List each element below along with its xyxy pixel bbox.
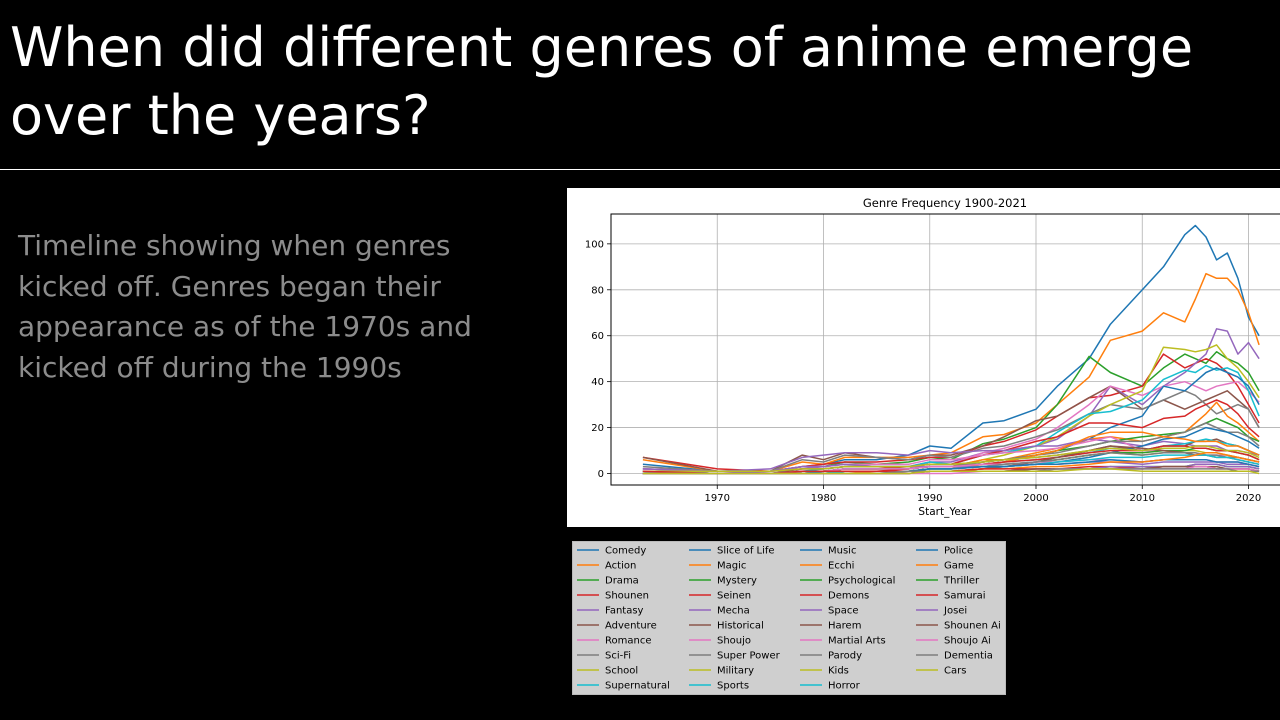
series-line-mecha [642, 438, 1260, 472]
series-line-sci-fi [642, 390, 1260, 472]
legend-label-shounen: Shounen [605, 591, 649, 602]
legend-label-romance: Romance [605, 636, 651, 647]
legend-label-demons: Demons [828, 591, 869, 602]
legend-label-super-power: Super Power [717, 651, 781, 662]
legend-label-mystery: Mystery [717, 576, 757, 587]
legend-label-adventure: Adventure [605, 621, 657, 632]
y-tick-label: 60 [591, 331, 604, 342]
legend-label-police: Police [944, 546, 973, 557]
series-line-shounen [642, 353, 1260, 472]
legend-label-shoujo: Shoujo [717, 636, 751, 647]
x-tick-label: 2010 [1130, 493, 1155, 504]
chart-title: Genre Frequency 1900-2021 [863, 196, 1027, 210]
x-axis-label: Start_Year [918, 506, 972, 518]
legend-label-ecchi: Ecchi [828, 561, 854, 572]
legend-label-shoujo-ai: Shoujo Ai [944, 636, 991, 647]
legend-label-harem: Harem [828, 621, 861, 632]
legend-label-parody: Parody [828, 651, 862, 662]
series-lines [642, 224, 1260, 475]
legend-label-supernatural: Supernatural [605, 681, 670, 692]
axis-ticks: 1970 1980 1990 2000 2010 2020 0 20 40 60 80 100 [585, 239, 1261, 504]
legend-entries: Comedy Action Drama Shounen Fantasy Adventure… [577, 546, 1001, 692]
legend-label-historical: Historical [717, 621, 764, 632]
legend-label-samurai: Samurai [944, 591, 986, 602]
legend-label-martial-arts: Martial Arts [828, 636, 886, 647]
x-tick-label: 1970 [705, 493, 730, 504]
series-line-magic [642, 401, 1260, 475]
legend-label-dementia: Dementia [944, 651, 993, 662]
legend-label-sports: Sports [717, 681, 749, 692]
title-divider [0, 169, 1280, 170]
series-line-school [642, 344, 1260, 475]
legend-label-shounen-ai: Shounen Ai [944, 621, 1001, 632]
y-tick-label: 100 [585, 239, 604, 250]
y-tick-label: 80 [591, 285, 604, 296]
legend-label-sci-fi: Sci-Fi [605, 651, 631, 662]
legend-label-josei: Josei [943, 606, 967, 617]
legend-label-thriller: Thriller [943, 576, 980, 587]
legend-label-game: Game [944, 561, 974, 572]
legend-label-cars: Cars [944, 666, 966, 677]
legend-label-military: Military [717, 666, 754, 677]
legend-label-magic: Magic [717, 561, 746, 572]
x-tick-label: 1980 [811, 493, 836, 504]
legend-label-comedy: Comedy [605, 546, 646, 557]
legend-label-school: School [605, 666, 638, 677]
y-tick-label: 20 [591, 423, 604, 434]
legend-label-slice-of-life: Slice of Life [717, 546, 775, 557]
plot-frame [610, 213, 1280, 486]
series-line-adventure [642, 385, 1260, 472]
legend-label-horror: Horror [828, 681, 861, 692]
series-line-cars [642, 468, 1260, 475]
x-tick-label: 2020 [1236, 493, 1261, 504]
legend-label-music: Music [828, 546, 856, 557]
legend-label-fantasy: Fantasy [605, 606, 644, 617]
legend-label-seinen: Seinen [717, 591, 751, 602]
series-line-kids [642, 445, 1260, 472]
x-tick-label: 2000 [1023, 493, 1048, 504]
legend-label-psychological: Psychological [828, 576, 895, 587]
legend-label-drama: Drama [605, 576, 639, 587]
slide-title: When did different genres of anime emerg… [10, 16, 1194, 147]
legend-label-kids: Kids [828, 666, 849, 677]
genre-frequency-chart: Genre Frequency 1900-2021 1970 1980 1990 20… [585, 196, 1280, 518]
y-tick-label: 0 [598, 469, 604, 480]
series-line-fantasy [642, 328, 1260, 472]
legend-label-space: Space [828, 606, 858, 617]
slide-description: Timeline showing when genres kicked off.… [18, 229, 472, 384]
x-tick-label: 1990 [917, 493, 942, 504]
y-tick-label: 40 [591, 377, 604, 388]
legend-label-action: Action [605, 561, 636, 572]
chart-panel: Genre Frequency 1900-2021 1970 1980 1990 20… [567, 188, 1280, 527]
legend-label-mecha: Mecha [717, 606, 750, 617]
chart-legend: Comedy Action Drama Shounen Fantasy Adventure… [572, 541, 1006, 695]
series-line-action [642, 272, 1260, 472]
